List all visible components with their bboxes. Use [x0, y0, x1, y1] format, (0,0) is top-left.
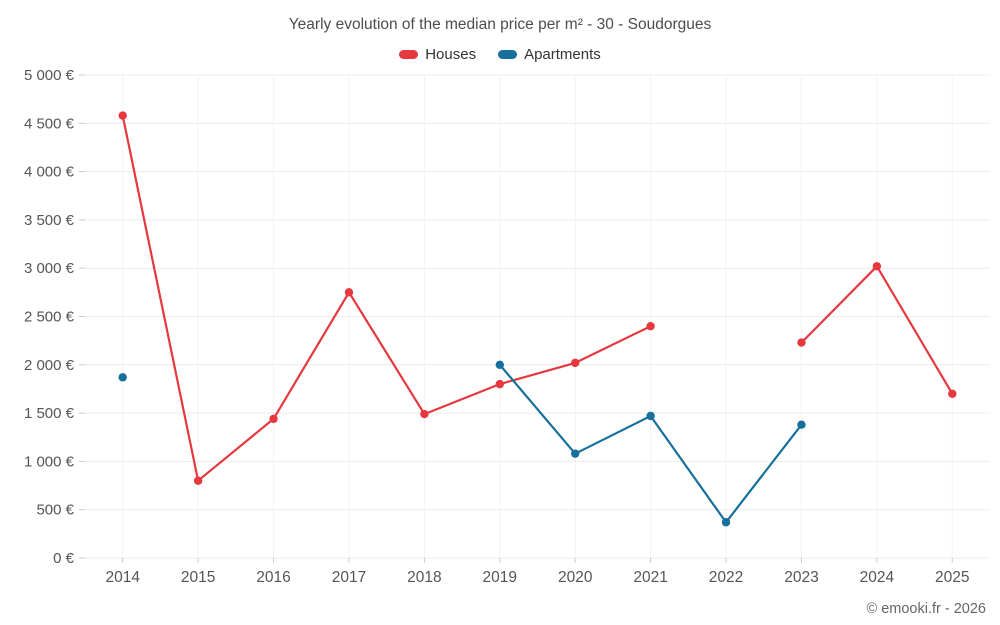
- y-tick-label: 3 500 €: [24, 212, 75, 229]
- apartments-point: [646, 411, 655, 421]
- x-tick-label: 2022: [709, 569, 743, 586]
- x-tick-label: 2021: [633, 569, 667, 586]
- houses-point: [118, 111, 127, 120]
- houses-point: [646, 321, 655, 331]
- apartments-point: [721, 518, 731, 527]
- x-tick-label: 2024: [860, 569, 895, 586]
- x-tick-label: 2019: [483, 569, 517, 586]
- legend-item-houses[interactable]: Houses: [399, 46, 476, 63]
- apartments-legend-marker: [498, 50, 518, 59]
- x-tick-label: 2017: [332, 569, 366, 586]
- y-tick-label: 2 000 €: [24, 357, 75, 374]
- y-tick-label: 2 500 €: [24, 309, 75, 326]
- apartments-point: [797, 420, 806, 429]
- legend-item-apartments[interactable]: Apartments: [498, 46, 601, 63]
- x-tick-label: 2025: [935, 569, 969, 586]
- houses-line: [121, 114, 652, 482]
- houses-point: [797, 338, 806, 347]
- houses-point: [571, 358, 580, 368]
- houses-point: [872, 262, 882, 271]
- apartments-point: [118, 373, 127, 382]
- x-tick-label: 2020: [558, 569, 593, 586]
- y-tick-label: 5 000 €: [24, 67, 75, 84]
- houses-point: [344, 288, 354, 297]
- y-tick-label: 0 €: [53, 550, 75, 567]
- x-tick-label: 2018: [407, 569, 441, 586]
- y-tick-label: 1 500 €: [24, 405, 75, 422]
- y-tick-label: 500 €: [36, 502, 74, 519]
- houses-point: [948, 389, 957, 398]
- houses-point: [269, 414, 278, 424]
- x-tick-label: 2014: [105, 569, 140, 586]
- houses-legend-label: Houses: [425, 46, 477, 63]
- houses-point: [420, 409, 429, 419]
- x-tick-label: 2016: [256, 569, 290, 586]
- apartments-point: [495, 360, 504, 369]
- copyright: © emooki.fr - 2026: [866, 601, 986, 617]
- apartments-point: [571, 449, 580, 458]
- y-tick-label: 4 000 €: [24, 164, 75, 181]
- houses-point: [193, 476, 203, 485]
- y-tick-label: 3 000 €: [24, 260, 75, 277]
- houses-legend-marker: [399, 50, 419, 59]
- x-tick-label: 2015: [181, 569, 215, 586]
- apartments-legend-label: Apartments: [524, 46, 601, 63]
- x-tick-label: 2023: [784, 569, 818, 586]
- legend: Houses Apartments: [0, 46, 1000, 63]
- chart-title: Yearly evolution of the median price per…: [288, 16, 712, 33]
- y-tick-label: 1 000 €: [24, 453, 75, 470]
- y-tick-label: 4 500 €: [24, 115, 75, 132]
- houses-point: [495, 379, 504, 389]
